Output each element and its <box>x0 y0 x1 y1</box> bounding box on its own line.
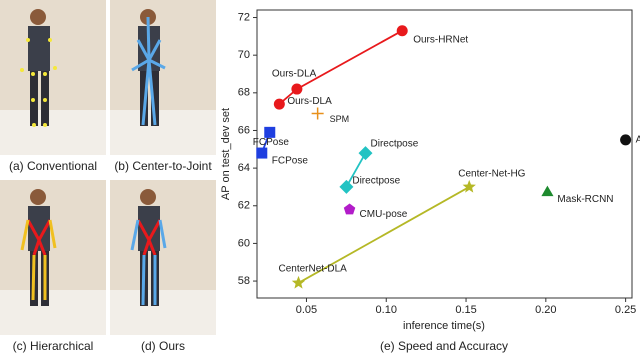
point-label: FCPose <box>253 137 290 148</box>
point-label: SPM <box>330 114 350 124</box>
x-tick-label: 0.10 <box>376 304 397 316</box>
plot-frame <box>256 9 633 299</box>
photo-b <box>110 0 216 155</box>
point <box>264 126 276 138</box>
y-tick-label: 72 <box>238 11 250 23</box>
x-tick-label: 0.05 <box>296 304 317 316</box>
point-label: Directpose <box>352 176 400 187</box>
point <box>291 83 303 95</box>
point <box>291 275 306 289</box>
y-tick-label: 60 <box>238 237 250 249</box>
panel-caption: (c) Hierarchical <box>13 339 94 353</box>
point <box>343 203 356 215</box>
panel-caption: (b) Center-to-Joint <box>114 159 212 173</box>
panel-caption: (a) Conventional <box>9 159 97 173</box>
point <box>462 179 476 193</box>
point <box>311 107 324 120</box>
y-tick-label: 70 <box>238 49 250 61</box>
point-label: Ours-DLA <box>272 69 317 80</box>
point-label: Mask-RCNN <box>557 194 613 205</box>
x-tick-label: 0.15 <box>455 304 476 316</box>
point <box>620 134 632 146</box>
y-tick-label: 62 <box>238 200 250 212</box>
photo-a <box>0 0 106 155</box>
y-tick-label: 64 <box>238 162 250 174</box>
point <box>273 98 285 110</box>
point <box>358 146 373 161</box>
point-label: Directpose <box>371 139 419 150</box>
point-label: Center-Net-HG <box>458 169 525 180</box>
series-line <box>345 152 367 188</box>
point-label: CenterNet-DLA <box>278 264 347 275</box>
point <box>541 185 554 197</box>
point-label: CMU-pose <box>360 209 408 220</box>
y-tick-label: 66 <box>238 124 250 136</box>
point <box>396 25 408 37</box>
photo-c <box>0 180 106 335</box>
point-label: Ours-DLA <box>287 96 332 107</box>
y-tick-label: 58 <box>238 275 250 287</box>
panel-caption: (d) Ours <box>141 339 185 353</box>
y-tick-label: 68 <box>238 87 250 99</box>
x-axis-label: inference time(s) <box>403 320 485 332</box>
point <box>256 147 268 159</box>
x-tick-label: 0.25 <box>615 304 636 316</box>
photo-d <box>110 180 216 335</box>
chart-caption: (e) Speed and Accuracy <box>380 339 508 353</box>
point-label: AE <box>636 135 640 146</box>
series-line <box>298 186 470 284</box>
point-label: FCPose <box>272 156 309 167</box>
x-tick-label: 0.20 <box>535 304 556 316</box>
point <box>339 179 354 194</box>
point-label: Ours-HRNet <box>413 34 468 45</box>
y-axis-label: AP on test_dev set <box>220 108 232 200</box>
